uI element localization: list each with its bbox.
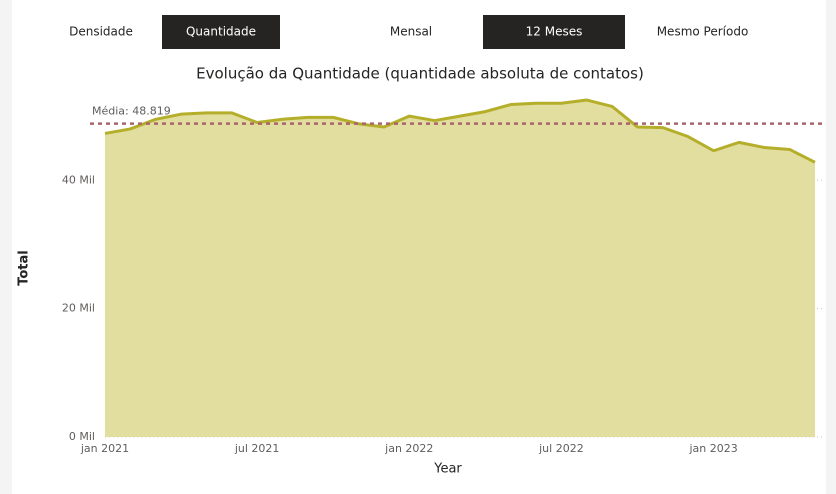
- area: [105, 100, 815, 437]
- button-bar: Densidade Quantidade Mensal 12 Meses Mesmo P…: [62, 15, 765, 49]
- line: [104, 98, 816, 164]
- button-label: 12 Meses: [526, 25, 583, 39]
- toggle-button[interactable]: Quantidade: [162, 15, 280, 49]
- y-axis-label: Total: [17, 250, 32, 286]
- chart-title: Evolução da Quantidade (quantidade absol…: [196, 65, 644, 83]
- button-label: Mensal: [390, 25, 432, 39]
- button-label: Densidade: [69, 25, 133, 39]
- x-tick-label: jan 2023: [688, 442, 737, 455]
- y-tick-label: 0 Mil: [69, 430, 95, 443]
- x-tick-label: jan 2021: [80, 442, 129, 455]
- button-label: Mesmo Período: [657, 25, 749, 39]
- x-tick-label: jul 2021: [234, 442, 280, 455]
- button-background: [162, 15, 280, 49]
- button-label: Quantidade: [186, 25, 256, 39]
- x-tick-label: jul 2022: [538, 442, 584, 455]
- x-axis-label: Year: [433, 462, 462, 477]
- toggle-button[interactable]: 12 Meses: [483, 15, 625, 49]
- toggle-button[interactable]: Mensal: [370, 15, 452, 49]
- x-tick-label: jan 2022: [384, 442, 433, 455]
- toggle-button[interactable]: Densidade: [62, 15, 140, 49]
- button-background: [370, 15, 452, 49]
- toggle-button[interactable]: Mesmo Período: [640, 15, 765, 49]
- button-background: [640, 15, 765, 49]
- y-tick-label: 40 Mil: [62, 173, 95, 186]
- average-label: Média: 48.819: [92, 105, 171, 118]
- y-tick-label: 20 Mil: [62, 302, 95, 315]
- button-background: [483, 15, 625, 49]
- button-background: [62, 15, 140, 49]
